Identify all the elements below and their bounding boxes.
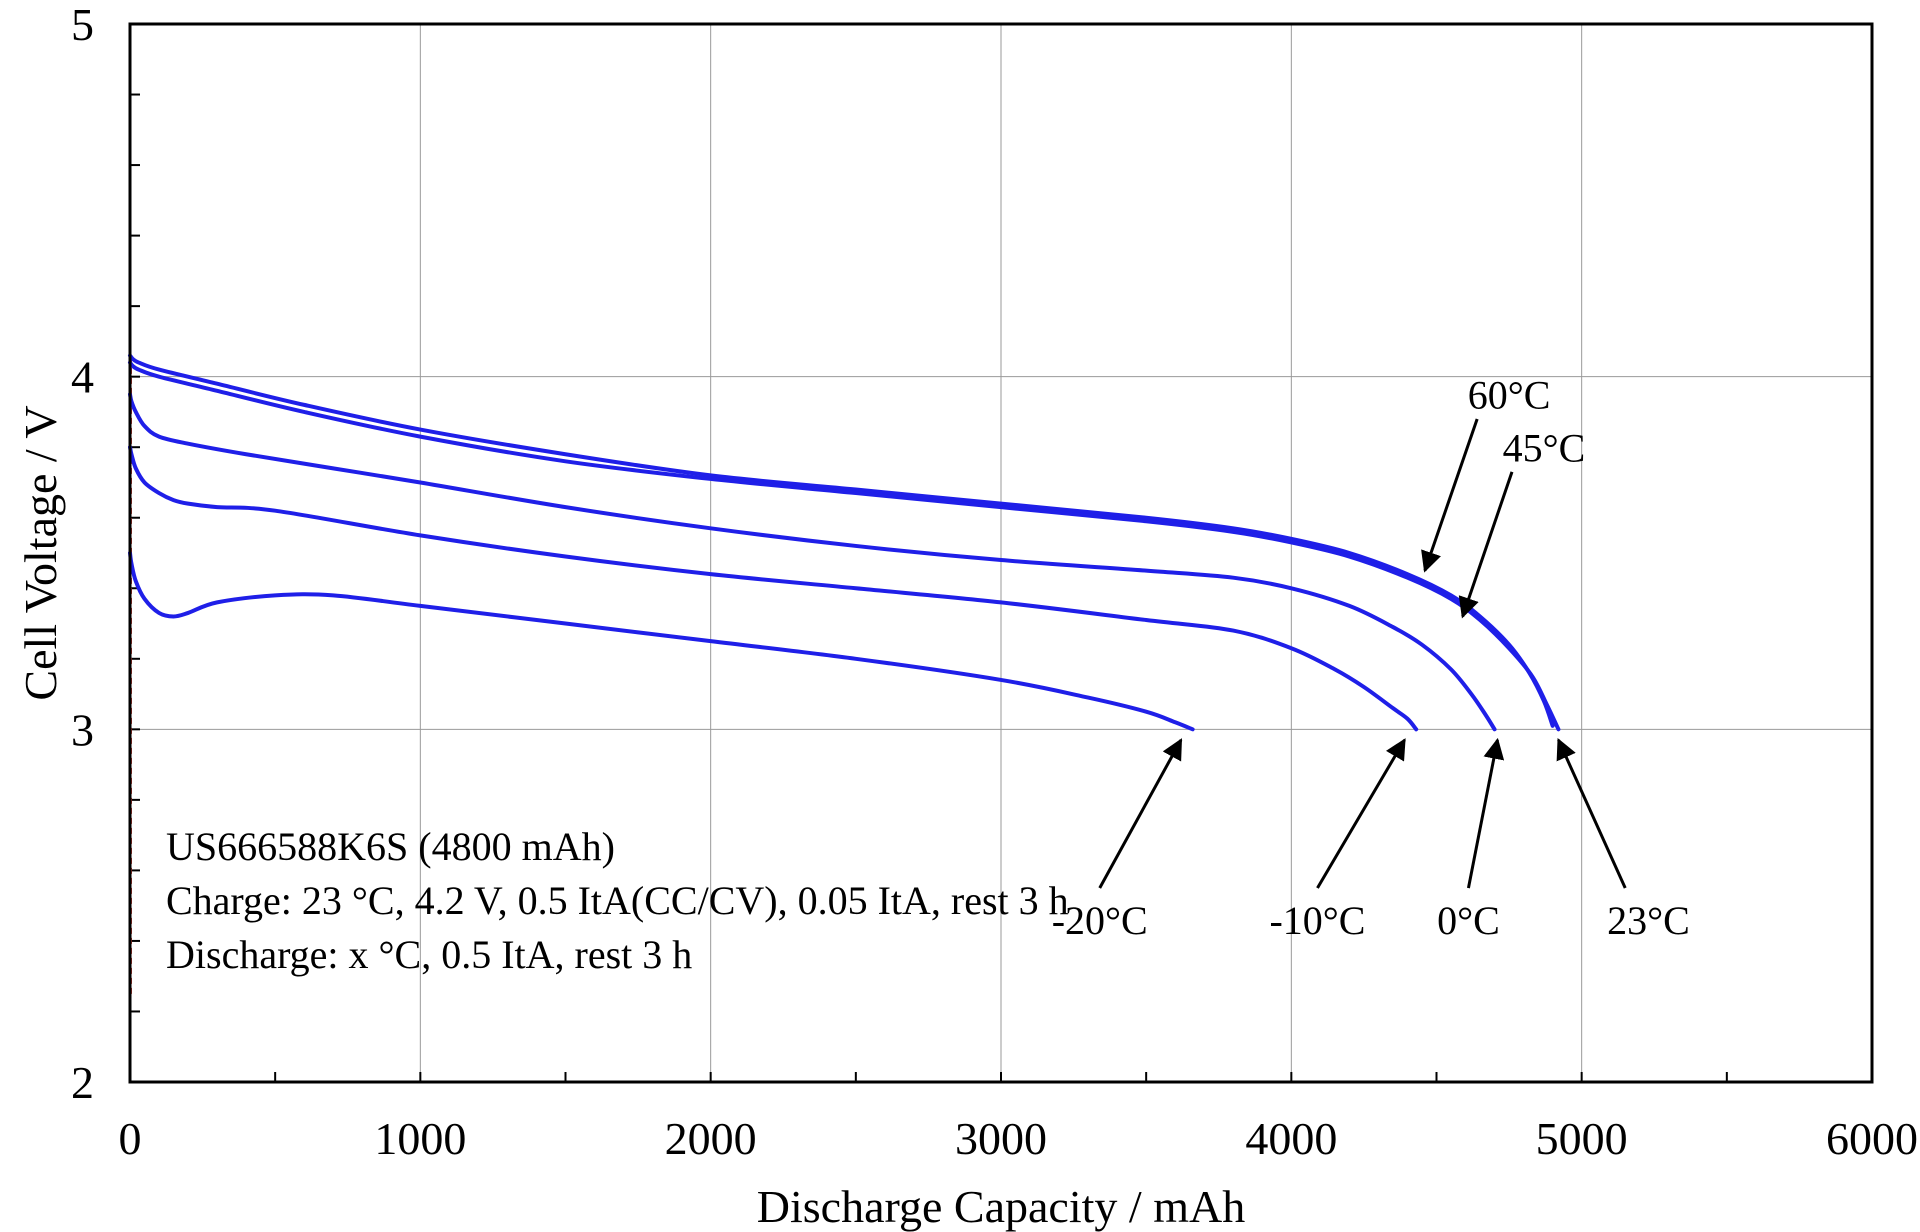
temp-arrow — [1556, 737, 1627, 889]
x-tick-label: 1000 — [374, 1113, 466, 1164]
minor-ticks — [129, 23, 1873, 1083]
temp-arrow — [1098, 738, 1183, 889]
temp-label: 0°C — [1437, 898, 1500, 943]
series-layer — [128, 353, 1561, 994]
y-tick-label: 4 — [71, 352, 94, 403]
y-tick-labels: 2 3 4 5 — [71, 0, 94, 1108]
x-tick-label: 3000 — [955, 1113, 1047, 1164]
series-line-4 — [128, 551, 1195, 732]
y-tick-label: 5 — [71, 0, 94, 50]
temp-arrow — [1466, 737, 1505, 889]
grid — [130, 24, 1872, 1082]
temp-label: -10°C — [1269, 898, 1365, 943]
x-tick-label: 0 — [119, 1113, 142, 1164]
x-tick-label: 6000 — [1826, 1113, 1918, 1164]
temp-label: 23°C — [1607, 898, 1690, 943]
series-line-1 — [128, 360, 1561, 732]
temp-label: 60°C — [1468, 372, 1551, 417]
y-axis-title: Cell Voltage / V — [15, 405, 66, 700]
y-tick-label: 2 — [71, 1057, 94, 1108]
series-line-2 — [128, 392, 1497, 732]
x-axis-title: Discharge Capacity / mAh — [757, 1181, 1245, 1232]
temp-arrow — [1316, 738, 1406, 889]
x-tick-labels: 0 1000 2000 3000 4000 5000 6000 — [119, 1113, 1919, 1164]
plot-frame — [128, 22, 1874, 1084]
temperature-labels: 60°C 45°C -20°C -10°C 0°C 23°C — [1052, 372, 1690, 942]
temp-label: -20°C — [1052, 898, 1148, 943]
temp-arrow — [1458, 471, 1514, 619]
x-tick-label: 2000 — [665, 1113, 757, 1164]
x-tick-label: 4000 — [1245, 1113, 1337, 1164]
temp-arrow — [1421, 418, 1479, 573]
temp-label: 45°C — [1503, 425, 1586, 470]
annotation-discharge-conditions: Discharge: x °C, 0.5 ItA, rest 3 h — [166, 932, 692, 977]
y-tick-label: 3 — [71, 704, 94, 755]
series-line-3 — [128, 445, 1419, 732]
series-line-0 — [128, 353, 1555, 728]
annotation-charge-conditions: Charge: 23 °C, 4.2 V, 0.5 ItA(CC/CV), 0.… — [166, 878, 1069, 923]
x-tick-label: 5000 — [1536, 1113, 1628, 1164]
annotation-cell-model: US666588K6S (4800 mAh) — [166, 824, 615, 869]
